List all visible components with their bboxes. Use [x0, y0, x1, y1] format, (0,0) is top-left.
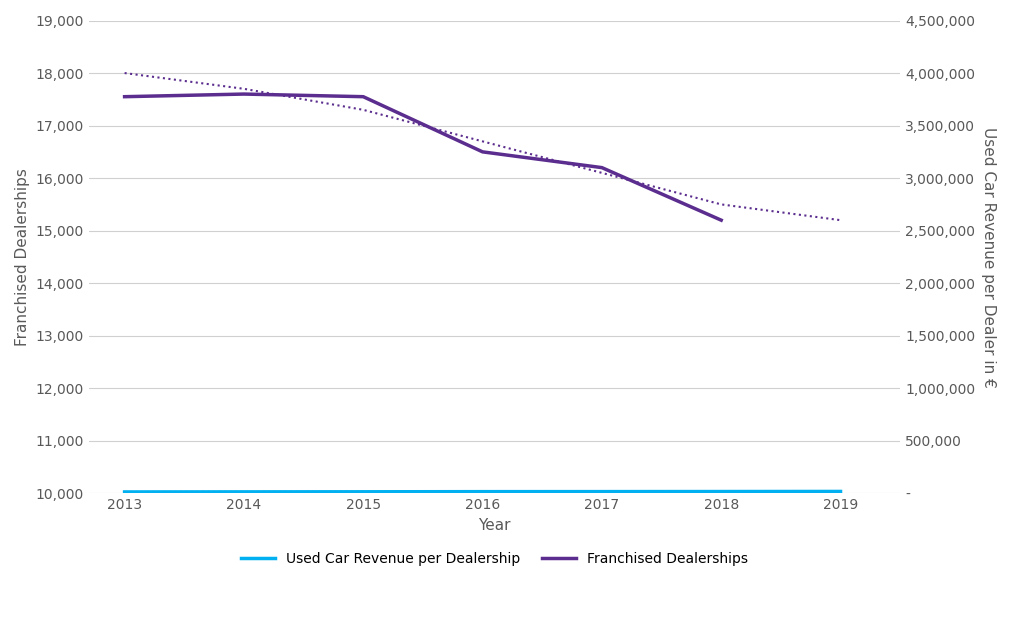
X-axis label: Year: Year	[478, 518, 511, 533]
Y-axis label: Franchised Dealerships: Franchised Dealerships	[15, 168, 30, 346]
Y-axis label: Used Car Revenue per Dealer in €: Used Car Revenue per Dealer in €	[981, 127, 996, 387]
Legend: Used Car Revenue per Dealership, Franchised Dealerships: Used Car Revenue per Dealership, Franchi…	[235, 546, 754, 572]
